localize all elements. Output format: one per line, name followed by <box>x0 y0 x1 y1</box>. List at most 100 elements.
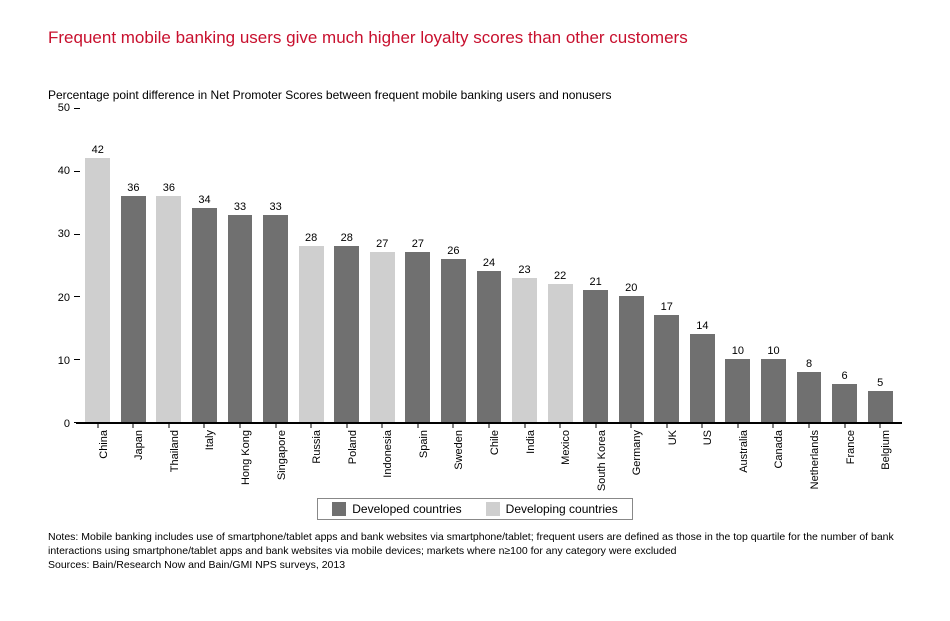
x-tick-mark <box>844 422 845 428</box>
x-tick-mark <box>204 422 205 428</box>
bar-value-label: 22 <box>554 270 566 282</box>
bar <box>548 284 573 422</box>
x-label-slot: Canada <box>756 424 792 478</box>
x-tick-mark <box>275 422 276 428</box>
x-tick-mark <box>382 422 383 428</box>
x-tick-mark <box>560 422 561 428</box>
bar <box>654 315 679 422</box>
x-label-slot: France <box>827 424 863 478</box>
x-tick-mark <box>880 422 881 428</box>
x-label-slot: Russia <box>293 424 329 478</box>
bar-slot: 17 <box>649 108 685 422</box>
bar-value-label: 23 <box>518 264 530 276</box>
bar-slot: 21 <box>578 108 614 422</box>
x-tick-mark <box>453 422 454 428</box>
x-label-slot: Chile <box>471 424 507 478</box>
bar <box>583 290 608 422</box>
y-tick-label: 40 <box>58 165 70 177</box>
bar-slot: 10 <box>720 108 756 422</box>
bar-slot: 27 <box>400 108 436 422</box>
bar <box>121 196 146 422</box>
legend: Developed countriesDeveloping countries <box>317 498 632 520</box>
bar <box>263 215 288 422</box>
legend-swatch <box>486 502 500 516</box>
notes-line: Notes: Mobile banking includes use of sm… <box>48 530 902 558</box>
x-tick-mark <box>133 422 134 428</box>
x-tick-mark <box>737 422 738 428</box>
x-tick-mark <box>666 422 667 428</box>
bar <box>85 158 110 422</box>
x-axis-label: Japan <box>133 430 145 460</box>
bar-value-label: 27 <box>376 238 388 250</box>
x-label-slot: Poland <box>329 424 365 478</box>
bar-value-label: 26 <box>447 245 459 257</box>
x-axis-label: Canada <box>773 430 785 469</box>
x-label-slot: US <box>685 424 721 478</box>
bar-slot: 14 <box>685 108 721 422</box>
x-axis-label: Thailand <box>169 430 181 472</box>
x-axis-label: Italy <box>204 430 216 450</box>
x-label-slot: Sweden <box>436 424 472 478</box>
bar-value-label: 14 <box>696 320 708 332</box>
bar-slot: 36 <box>151 108 187 422</box>
bar-value-label: 28 <box>341 232 353 244</box>
bar-slot: 42 <box>80 108 116 422</box>
x-tick-mark <box>595 422 596 428</box>
x-axis-label: Sweden <box>453 430 465 470</box>
y-tick-mark <box>74 296 80 297</box>
bar-slot: 33 <box>222 108 258 422</box>
bar <box>441 259 466 422</box>
chart-area: 01020304050 4236363433332828272726242322… <box>48 108 902 478</box>
x-tick-mark <box>417 422 418 428</box>
bar <box>725 359 750 422</box>
x-tick-mark <box>168 422 169 428</box>
bar <box>370 252 395 422</box>
x-axis-label: India <box>525 430 537 454</box>
bar <box>156 196 181 422</box>
legend-item: Developed countries <box>332 502 461 516</box>
x-axis-label: UK <box>667 430 679 445</box>
bar-value-label: 27 <box>412 238 424 250</box>
bar <box>761 359 786 422</box>
plot-area: 4236363433332828272726242322212017141010… <box>76 108 902 424</box>
y-tick-mark <box>74 422 80 423</box>
bar-slot: 26 <box>436 108 472 422</box>
x-label-slot: Spain <box>400 424 436 478</box>
x-axis-label: South Korea <box>596 430 608 491</box>
bar-slot: 23 <box>507 108 543 422</box>
x-axis-label: Indonesia <box>382 430 394 478</box>
sources-line: Sources: Bain/Research Now and Bain/GMI … <box>48 558 902 572</box>
bar-value-label: 33 <box>234 201 246 213</box>
bar-value-label: 10 <box>732 345 744 357</box>
bar <box>405 252 430 422</box>
x-label-slot: Netherlands <box>791 424 827 478</box>
x-tick-mark <box>240 422 241 428</box>
bar-slot: 34 <box>187 108 223 422</box>
x-label-slot: Singapore <box>258 424 294 478</box>
bar <box>690 334 715 422</box>
x-tick-mark <box>488 422 489 428</box>
y-tick-label: 0 <box>64 418 70 430</box>
bar-slot: 8 <box>791 108 827 422</box>
legend-swatch <box>332 502 346 516</box>
bar <box>228 215 253 422</box>
bar-slot: 28 <box>329 108 365 422</box>
x-tick-mark <box>809 422 810 428</box>
legend-label: Developed countries <box>352 502 461 516</box>
bar-value-label: 24 <box>483 257 495 269</box>
x-label-slot: Italy <box>187 424 223 478</box>
x-axis-label: Russia <box>311 430 323 464</box>
x-tick-mark <box>346 422 347 428</box>
bar-value-label: 42 <box>92 144 104 156</box>
y-tick-mark <box>74 108 80 109</box>
bar-value-label: 28 <box>305 232 317 244</box>
bar-slot: 33 <box>258 108 294 422</box>
bar <box>192 208 217 422</box>
x-tick-mark <box>773 422 774 428</box>
bar <box>477 271 502 422</box>
x-axis-label: Australia <box>738 430 750 473</box>
x-axis-label: France <box>845 430 857 464</box>
y-tick-mark <box>74 359 80 360</box>
x-axis-label: Singapore <box>276 430 288 480</box>
x-label-slot: India <box>507 424 543 478</box>
